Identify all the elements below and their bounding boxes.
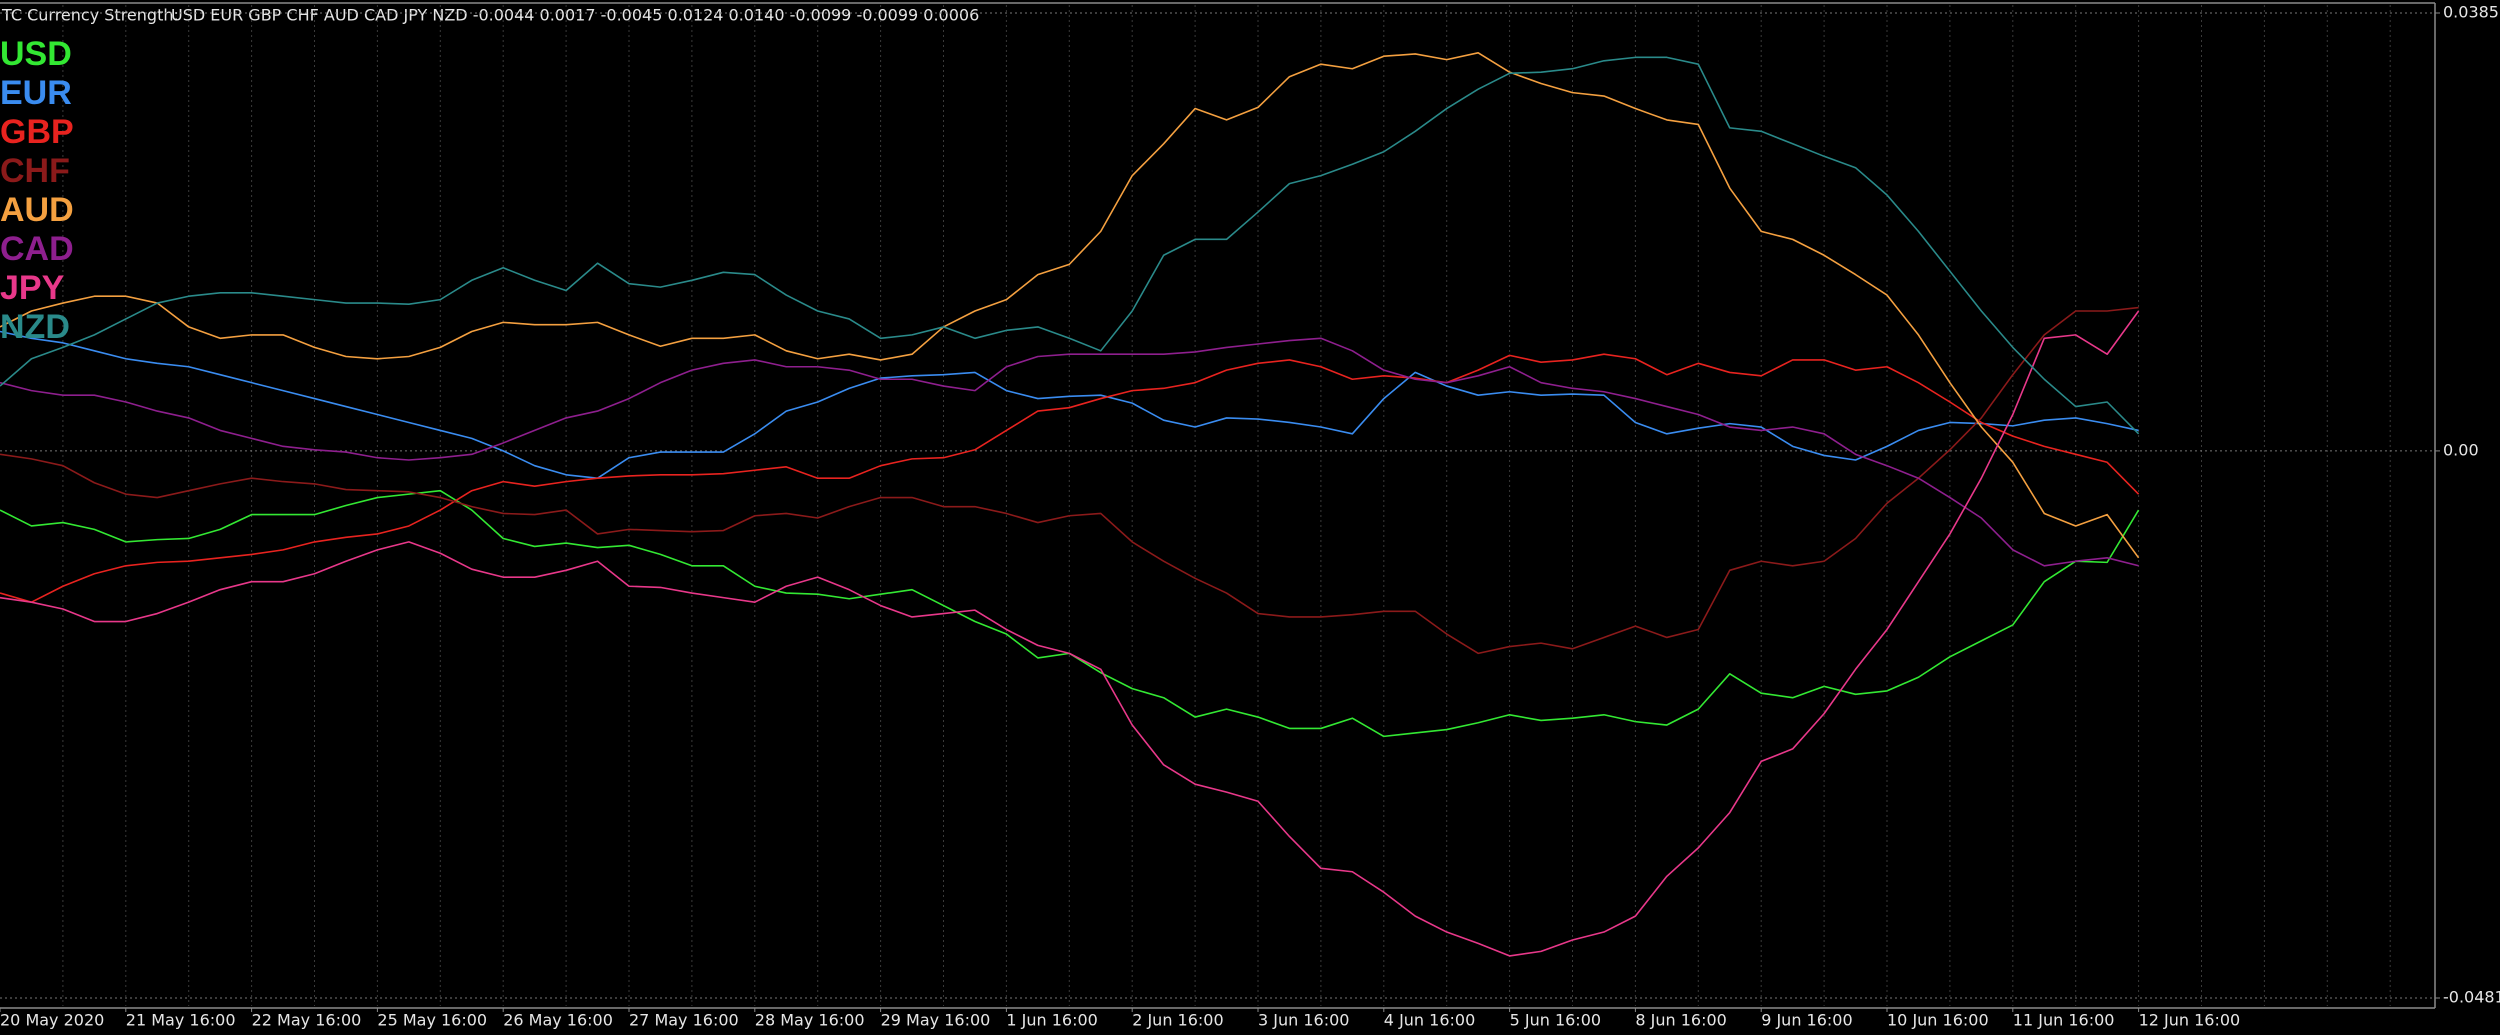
x-tick-label: 9 Jun 16:00 — [1761, 1011, 1852, 1030]
series-line — [0, 306, 2139, 655]
y-tick-label: 0.00 — [2443, 440, 2479, 459]
x-tick-label: 27 May 16:00 — [629, 1011, 739, 1030]
legend-label: JPY — [0, 269, 65, 307]
legend-label: NZD — [0, 308, 70, 346]
x-tick-label: 20 May 2020 — [0, 1011, 104, 1030]
x-tick-label: 3 Jun 16:00 — [1258, 1011, 1349, 1030]
x-tick-label: 28 May 16:00 — [755, 1011, 865, 1030]
series-line — [0, 353, 2140, 603]
series-line — [0, 489, 2140, 738]
series-line — [0, 330, 2139, 479]
y-tick-label: 0.0385 — [2443, 3, 2499, 22]
x-tick-label: 8 Jun 16:00 — [1635, 1011, 1726, 1030]
legend-label: USD — [0, 35, 72, 73]
series-line — [0, 56, 2140, 435]
indicator-name: TC Currency Strength: — [1, 6, 179, 25]
x-tick-label: 11 Jun 16:00 — [2013, 1011, 2115, 1030]
x-tick-label: 4 Jun 16:00 — [1384, 1011, 1475, 1030]
legend-label: GBP — [0, 113, 74, 151]
x-tick-label: 25 May 16:00 — [377, 1011, 487, 1030]
series-line — [0, 310, 2140, 957]
x-tick-label: 1 Jun 16:00 — [1006, 1011, 1097, 1030]
legend-label: CHF — [0, 152, 70, 190]
x-tick-label: 10 Jun 16:00 — [1887, 1011, 1989, 1030]
x-tick-label: 2 Jun 16:00 — [1132, 1011, 1223, 1030]
x-tick-label: 12 Jun 16:00 — [2139, 1011, 2241, 1030]
legend-label: AUD — [0, 191, 74, 229]
x-tick-label: 26 May 16:00 — [503, 1011, 613, 1030]
x-tick-label: 29 May 16:00 — [881, 1011, 991, 1030]
x-tick-label: 22 May 16:00 — [252, 1011, 362, 1030]
x-tick-label: 5 Jun 16:00 — [1510, 1011, 1601, 1030]
series-line — [0, 52, 2140, 559]
series-line — [0, 337, 2139, 567]
indicator-readout: USD EUR GBP CHF AUD CAD JPY NZD -0.0044 … — [171, 6, 979, 25]
legend-label: EUR — [0, 74, 72, 112]
legend-label: CAD — [0, 230, 74, 268]
x-tick-label: 21 May 16:00 — [126, 1011, 236, 1030]
y-tick-label: -0.0481 — [2443, 988, 2500, 1007]
